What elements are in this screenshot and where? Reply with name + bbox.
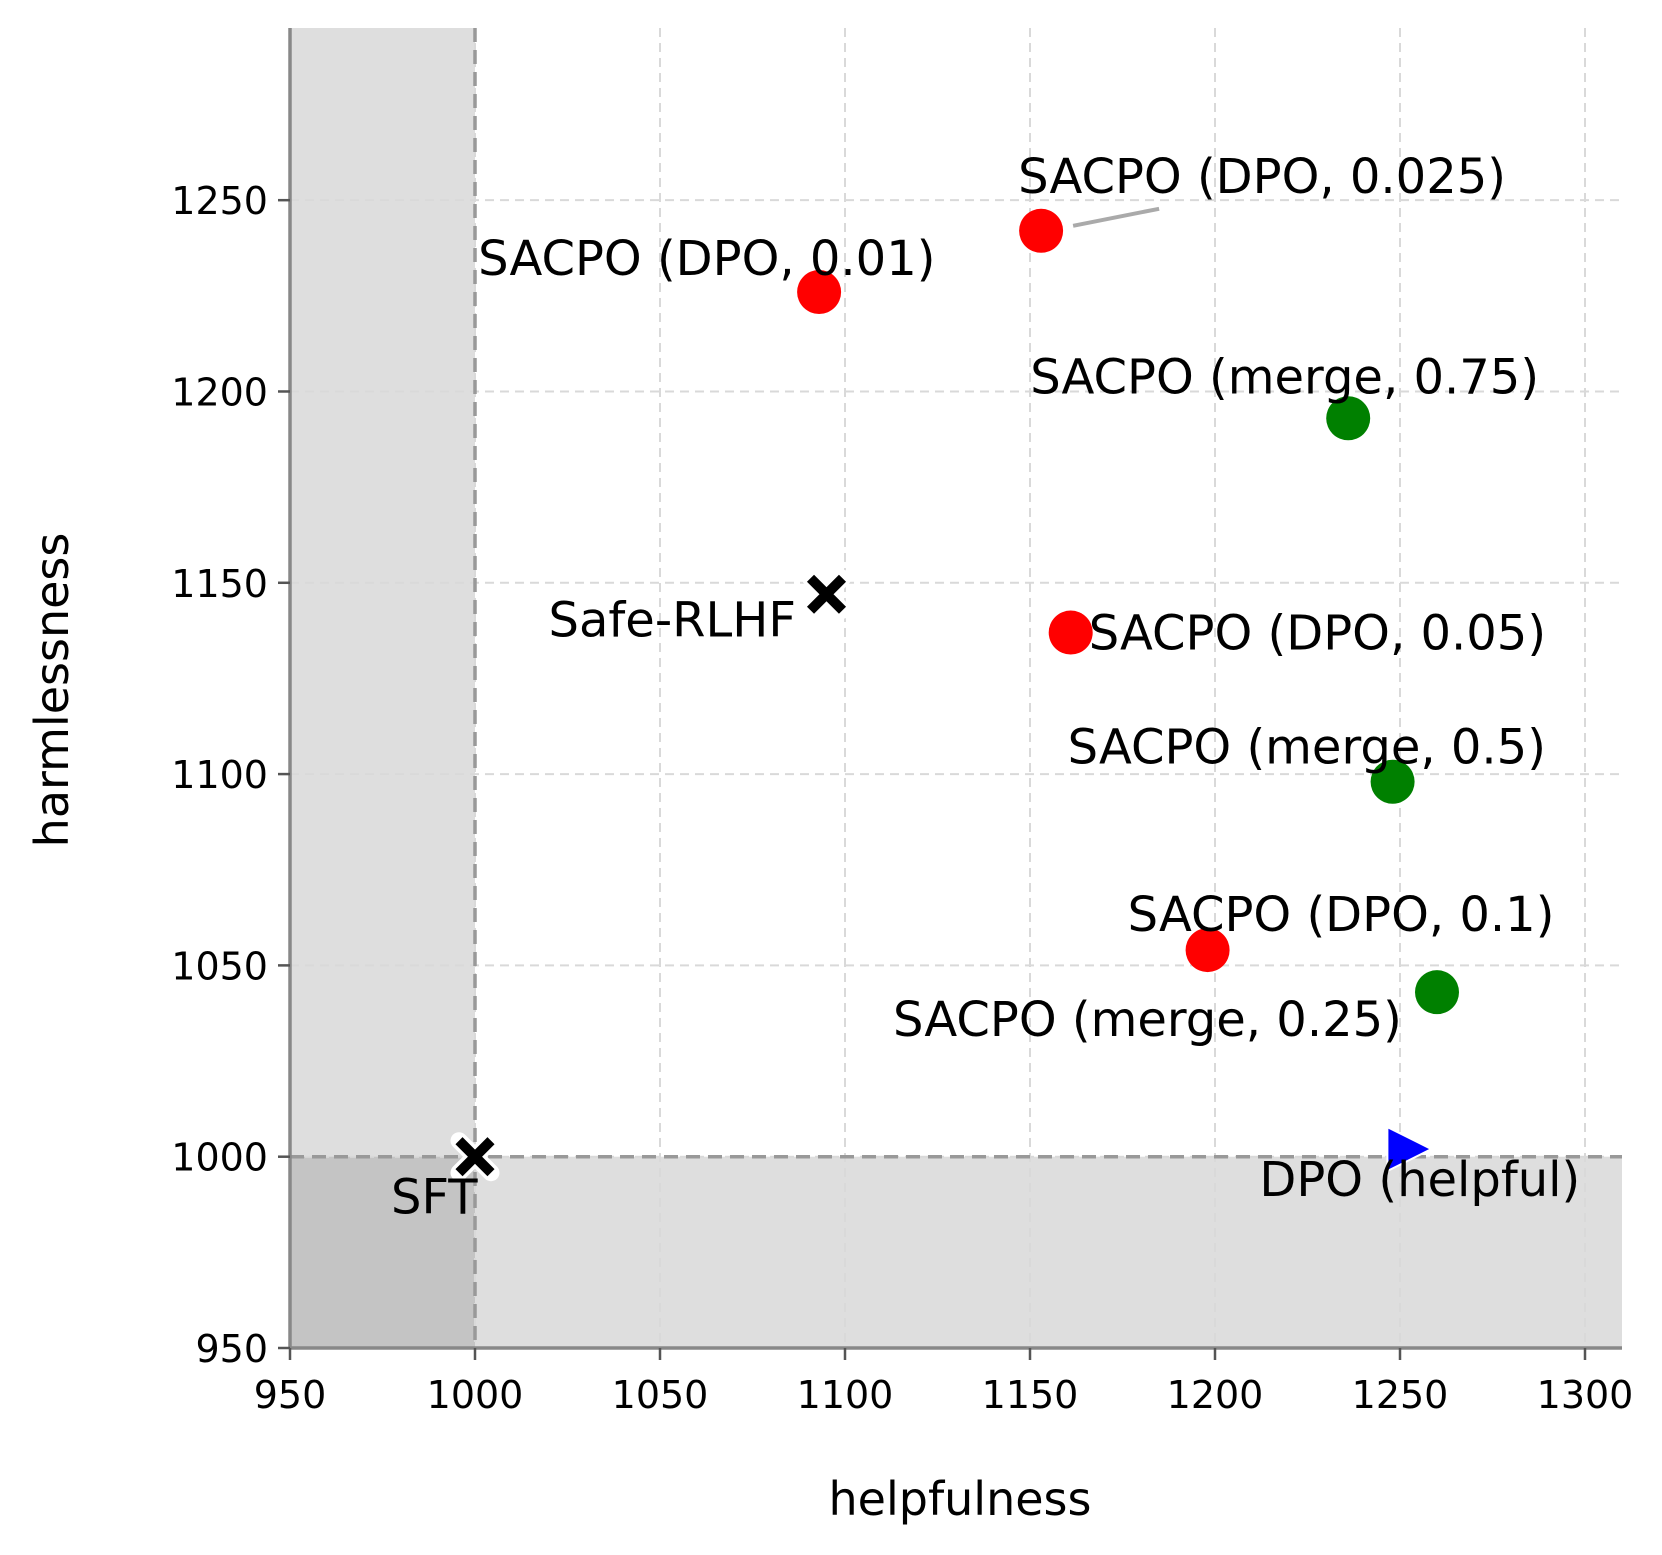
shade-region-overlap bbox=[290, 1156, 475, 1348]
x-tick-label: 1250 bbox=[1352, 1373, 1449, 1417]
x-tick-label: 1150 bbox=[982, 1373, 1079, 1417]
label-safe-rlhf: Safe-RLHF bbox=[549, 592, 796, 648]
label-sacpo-dpo-0-025: SACPO (DPO, 0.025) bbox=[1018, 149, 1506, 205]
marker-cross bbox=[806, 574, 847, 614]
y-axis-label: harmlessness bbox=[25, 533, 79, 848]
marker-dpo-helpful bbox=[1386, 1125, 1434, 1173]
label-sacpo-dpo-0-05: SACPO (DPO, 0.05) bbox=[1089, 606, 1546, 662]
x-tick-label: 1100 bbox=[797, 1373, 894, 1417]
data-markers bbox=[450, 208, 1459, 1182]
x-tick-label: 1000 bbox=[427, 1373, 524, 1417]
x-tick-label: 1050 bbox=[612, 1373, 709, 1417]
y-tick-label: 1200 bbox=[171, 370, 268, 414]
y-tick-label: 1150 bbox=[171, 562, 268, 606]
x-ticks: 950 1000 1050 1100 1150 1200 1250 1300 bbox=[254, 1348, 1634, 1417]
label-sacpo-merge-0-5: SACPO (merge, 0.5) bbox=[1068, 720, 1546, 776]
marker-sacpo-dpo-0-01 bbox=[797, 270, 842, 314]
y-tick-label: 1100 bbox=[171, 753, 268, 797]
marker-sacpo-merge-0-5 bbox=[1370, 759, 1415, 804]
marker-safe-rlhf bbox=[802, 569, 851, 619]
x-tick-label: 1300 bbox=[1537, 1373, 1634, 1417]
x-axis-label: helpfulness bbox=[829, 1472, 1092, 1526]
label-sacpo-dpo-0-1: SACPO (DPO, 0.1) bbox=[1128, 887, 1555, 943]
label-dpo-helpful: DPO (helpful) bbox=[1259, 1152, 1580, 1208]
y-tick-label: 1250 bbox=[171, 179, 268, 223]
label-sft: SFT bbox=[391, 1170, 478, 1226]
shade-region-left bbox=[290, 28, 475, 1348]
label-sacpo-merge-0-75: SACPO (merge, 0.75) bbox=[1030, 349, 1539, 405]
marker-cross bbox=[455, 1137, 495, 1177]
marker-sacpo-dpo-0-025 bbox=[1019, 208, 1064, 253]
marker-sacpo-dpo-0-05 bbox=[1048, 610, 1093, 655]
marker-sacpo-merge-0-25 bbox=[1415, 970, 1459, 1015]
x-tick-label: 950 bbox=[254, 1373, 327, 1417]
y-tick-label: 1050 bbox=[171, 944, 268, 988]
label-connectors bbox=[1072, 206, 1160, 228]
y-tick-label: 950 bbox=[195, 1327, 268, 1371]
x-tick-label: 1200 bbox=[1167, 1373, 1264, 1417]
label-sacpo-merge-0-25: SACPO (merge, 0.25) bbox=[893, 992, 1402, 1048]
point-labels: SFT Safe-RLHF SACPO (DPO, 0.01) SACPO (DPO,… bbox=[391, 149, 1580, 1226]
marker-sacpo-merge-0-75 bbox=[1326, 396, 1371, 441]
marker-sacpo-dpo-0-1 bbox=[1185, 928, 1230, 973]
label-sacpo-dpo-0-01: SACPO (DPO, 0.01) bbox=[478, 231, 935, 287]
connector-sacpo-dpo-0-025 bbox=[1072, 206, 1160, 228]
y-ticks: 950 1000 1050 1100 1150 1200 1250 bbox=[171, 179, 290, 1371]
marker-sft bbox=[450, 1132, 500, 1182]
y-tick-label: 1000 bbox=[171, 1136, 268, 1180]
